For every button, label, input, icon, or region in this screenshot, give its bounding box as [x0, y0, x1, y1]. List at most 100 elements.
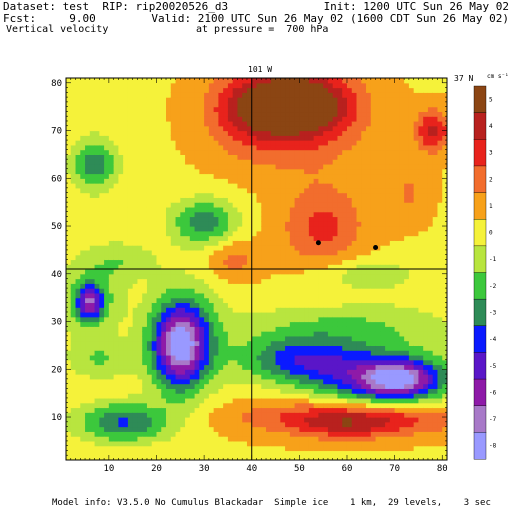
field-cell: [142, 326, 148, 332]
field-cell: [94, 455, 100, 460]
field-cell: [275, 125, 281, 132]
field-cell: [280, 125, 286, 132]
field-cell: [132, 221, 139, 227]
field-cell: [289, 206, 296, 213]
field-cell: [70, 426, 77, 432]
field-cell: [66, 417, 72, 423]
field-cell: [180, 78, 186, 84]
field-cell: [251, 168, 258, 175]
field-cell: [223, 326, 229, 332]
field-cell: [80, 350, 86, 356]
field-cell: [275, 216, 281, 222]
field-cell: [346, 140, 353, 146]
field-cell: [89, 326, 96, 332]
field-cell: [327, 297, 334, 304]
field-cell: [356, 221, 362, 227]
field-cell: [113, 445, 119, 452]
field-cell: [185, 159, 191, 165]
field-cell: [313, 111, 320, 117]
field-cell: [280, 211, 286, 218]
field-cell: [189, 211, 196, 218]
field-cell: [280, 116, 286, 122]
field-cell: [85, 130, 91, 136]
field-cell: [66, 302, 72, 308]
field-cell: [323, 216, 329, 222]
field-cell: [213, 87, 219, 93]
field-cell: [70, 206, 77, 213]
field-cell: [327, 135, 334, 141]
field-cell: [199, 197, 205, 203]
field-cell: [213, 374, 219, 380]
field-cell: [137, 254, 143, 261]
field-cell: [70, 144, 77, 151]
field-cell: [137, 82, 143, 89]
field-cell: [346, 383, 353, 389]
field-cell: [332, 159, 339, 165]
field-cell: [237, 283, 243, 289]
field-cell: [108, 354, 115, 361]
field-cell: [232, 211, 239, 218]
field-cell: [151, 302, 158, 308]
field-cell: [251, 278, 258, 284]
field-cell: [308, 431, 315, 437]
field-cell: [75, 101, 81, 108]
field-cell: [113, 245, 119, 251]
field-cell: [75, 283, 81, 289]
field-cell: [227, 202, 234, 208]
field-cell: [351, 240, 358, 246]
field-cell: [204, 321, 210, 327]
field-cell: [137, 283, 143, 289]
field-cell: [251, 283, 258, 289]
field-cell: [180, 106, 186, 113]
field-cell: [113, 331, 119, 337]
field-cell: [285, 154, 291, 160]
field-cell: [180, 307, 186, 313]
field-cell: [94, 116, 100, 122]
field-cell: [275, 101, 281, 108]
field-cell: [132, 192, 139, 198]
field-cell: [313, 345, 320, 351]
field-cell: [204, 183, 210, 189]
field-cell: [137, 206, 143, 213]
field-cell: [146, 154, 153, 160]
field-cell: [80, 273, 86, 280]
field-cell: [137, 359, 143, 366]
field-cell: [166, 140, 172, 146]
field-cell: [237, 178, 243, 184]
field-cell: [251, 421, 258, 428]
field-cell: [204, 221, 210, 227]
field-cell: [85, 374, 91, 380]
field-cell: [94, 245, 100, 251]
field-cell: [189, 421, 196, 428]
field-cell: [304, 87, 310, 93]
field-cell: [270, 455, 277, 460]
field-cell: [337, 230, 343, 237]
field-cell: [294, 378, 300, 385]
field-cell: [123, 335, 129, 342]
field-cell: [351, 297, 358, 304]
field-cell: [294, 178, 300, 184]
field-cell: [94, 211, 100, 218]
field-cell: [113, 326, 119, 332]
field-cell: [104, 144, 110, 151]
field-cell: [318, 407, 324, 413]
field-cell: [213, 230, 219, 237]
field-cell: [242, 440, 248, 447]
field-cell: [94, 407, 100, 413]
field-cell: [351, 149, 358, 155]
field-cell: [156, 178, 162, 184]
field-cell: [185, 359, 191, 366]
field-cell: [289, 278, 296, 284]
field-cell: [308, 135, 315, 141]
field-cell: [327, 144, 334, 151]
field-cell: [89, 230, 96, 237]
field-cell: [156, 240, 162, 246]
field-cell: [246, 331, 253, 337]
field-cell: [327, 106, 334, 113]
field-cell: [351, 283, 358, 289]
field-cell: [251, 412, 258, 418]
field-cell: [137, 216, 143, 222]
field-cell: [285, 297, 291, 304]
field-cell: [270, 226, 277, 232]
field-cell: [175, 135, 181, 141]
